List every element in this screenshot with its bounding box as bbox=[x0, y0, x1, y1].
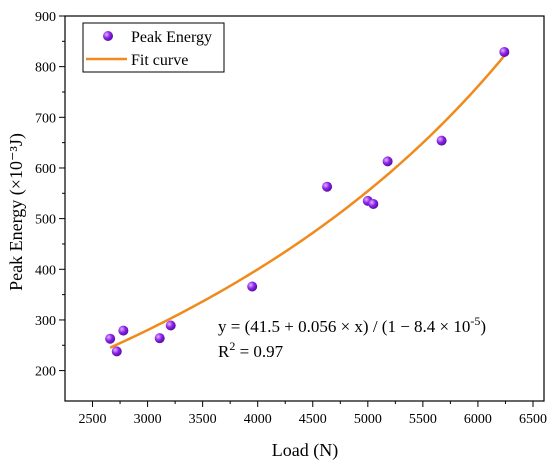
y-tick-label-800: 800 bbox=[35, 61, 56, 76]
legend-box bbox=[82, 22, 225, 73]
legend-marker-peak-energy bbox=[103, 31, 113, 41]
r2-prefix: R bbox=[218, 342, 230, 361]
plot-frame bbox=[64, 15, 545, 402]
data-point-9 bbox=[368, 198, 379, 209]
data-point-11 bbox=[436, 135, 447, 146]
r2-exponent: 2 bbox=[229, 339, 235, 353]
r2-annotation: R2 = 0.97 bbox=[218, 339, 284, 361]
data-point-6 bbox=[247, 281, 258, 292]
x-tick-label-4500: 4500 bbox=[299, 412, 327, 427]
y-tick-label-300: 300 bbox=[35, 314, 56, 329]
legend-label-fit-curve: Fit curve bbox=[131, 52, 188, 69]
data-point-3 bbox=[118, 325, 129, 336]
data-point-7 bbox=[322, 181, 333, 192]
legend: Peak Energy Fit curve bbox=[82, 22, 225, 73]
y-tick-label-500: 500 bbox=[35, 213, 56, 228]
x-tick-label-4000: 4000 bbox=[244, 412, 272, 427]
data-point-4 bbox=[154, 333, 165, 344]
axis-ticks: 2500 3000 3500 4000 4500 5000 5500 6000 65002003… bbox=[35, 10, 547, 427]
x-tick-label-3000: 3000 bbox=[134, 412, 162, 427]
y-tick-label-400: 400 bbox=[35, 263, 56, 278]
legend-label-peak-energy: Peak Energy bbox=[131, 29, 212, 46]
y-axis-title: Peak Energy (×10⁻³J) bbox=[6, 133, 27, 291]
x-tick-label-2500: 2500 bbox=[79, 412, 107, 427]
y-tick-label-900: 900 bbox=[35, 10, 56, 25]
y-tick-label-600: 600 bbox=[35, 162, 56, 177]
y-tick-label-700: 700 bbox=[35, 111, 56, 126]
equation-exponent: -5 bbox=[470, 314, 480, 328]
equation-annotation: y = (41.5 + 0.056 × x) / (1 − 8.4 × 10-5… bbox=[218, 314, 486, 336]
equation-tail: ) bbox=[480, 317, 486, 336]
x-tick-label-6000: 6000 bbox=[464, 412, 492, 427]
fit-curve-group bbox=[109, 54, 506, 349]
fit-curve-line bbox=[109, 54, 506, 349]
y-tick-label-200: 200 bbox=[35, 365, 56, 380]
data-point-12 bbox=[499, 46, 510, 57]
data-point-10 bbox=[382, 156, 393, 167]
x-tick-label-5500: 5500 bbox=[409, 412, 437, 427]
r2-value: = 0.97 bbox=[235, 342, 283, 361]
data-point-5 bbox=[165, 320, 176, 331]
data-point-1 bbox=[105, 333, 116, 344]
x-tick-label-3500: 3500 bbox=[189, 412, 217, 427]
x-tick-label-6500: 6500 bbox=[519, 412, 547, 427]
data-point-2 bbox=[111, 346, 122, 357]
scatter-points bbox=[105, 46, 510, 357]
x-axis-title: Load (N) bbox=[272, 440, 338, 461]
x-tick-label-5000: 5000 bbox=[354, 412, 382, 427]
equation-main: y = (41.5 + 0.056 × x) / (1 − 8.4 × 10 bbox=[218, 317, 470, 336]
